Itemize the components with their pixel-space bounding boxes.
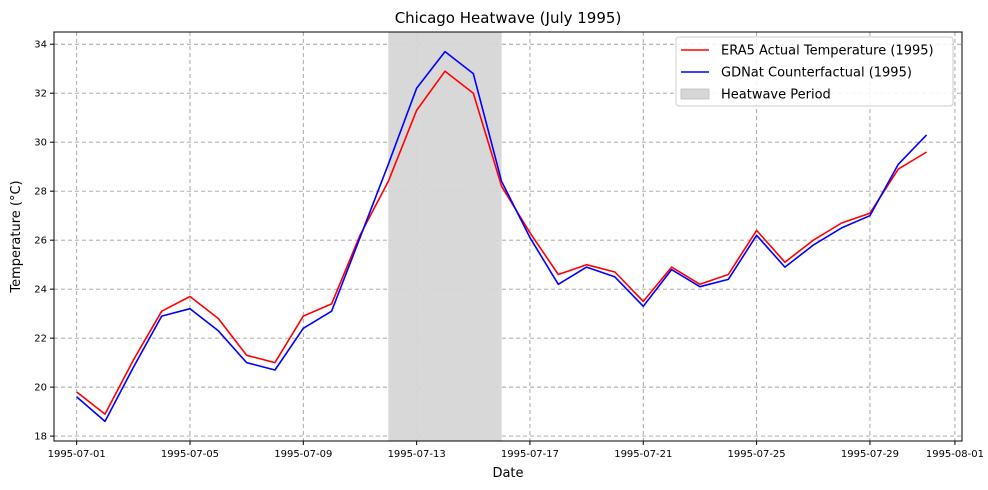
plot-frame [53,31,963,442]
series-line-gdnat-counterfactual [76,50,928,423]
y-axis-ticks: 18 20 22 24 26 28 30 32 34 [34,40,54,443]
x-tick-label: 1995-07-25 [728,449,786,460]
y-tick-label: 22 [34,334,47,345]
y-tick-label: 20 [34,383,47,394]
legend: ERA5 Actual Temperature (1995) GDNat Coun… [675,36,954,107]
legend-label: Heatwave Period [721,88,831,103]
y-tick-label: 24 [34,285,47,296]
x-tick-label: 1995-08-01 [926,449,984,460]
legend-label: GDNat Counterfactual (1995) [721,66,912,81]
y-tick-label: 18 [34,432,47,443]
x-axis-label: Date [492,466,523,481]
heatwave-region-rect [388,32,502,441]
y-tick-label: 28 [34,187,47,198]
series-lines [76,50,928,423]
legend-box [675,36,954,107]
y-tick-label: 34 [34,40,47,51]
x-tick-label: 1995-07-01 [48,449,106,460]
x-tick-label: 1995-07-21 [614,449,672,460]
heatwave-shaded-region [388,32,502,441]
x-axis-ticks: 1995-07-01 1995-07-05 1995-07-09 1995-07-13… [48,441,984,460]
y-tick-label: 26 [34,236,47,247]
legend-label: ERA5 Actual Temperature (1995) [721,44,934,59]
x-tick-label: 1995-07-05 [161,449,219,460]
series-line-era5-actual [76,70,928,415]
x-tick-label: 1995-07-17 [501,449,559,460]
y-axis-label: Temperature (°C) [9,180,24,293]
x-tick-label: 1995-07-09 [274,449,332,460]
chart-title: Chicago Heatwave (July 1995) [395,9,622,27]
legend-swatch-shade [680,88,710,100]
y-tick-label: 30 [34,138,47,149]
x-tick-label: 1995-07-29 [841,449,899,460]
y-tick-label: 32 [34,89,47,100]
x-tick-label: 1995-07-13 [388,449,446,460]
